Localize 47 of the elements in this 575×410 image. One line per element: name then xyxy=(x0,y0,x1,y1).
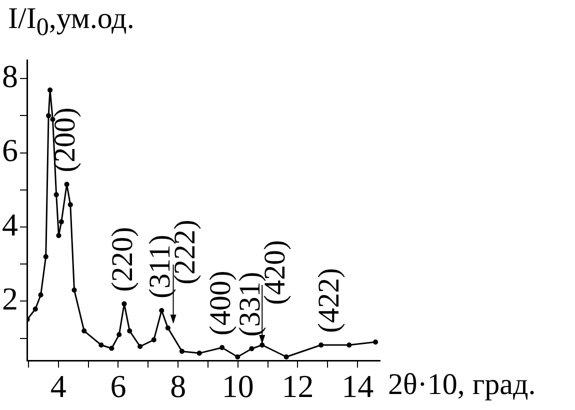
point xyxy=(260,342,265,348)
x-tick-label: 6 xyxy=(110,368,126,404)
y-axis-title: I/I$_{0}$,ум.од. xyxy=(8,2,134,42)
x-axis-title: 2θ·10, град. xyxy=(388,368,536,402)
y-tick-label: 8 xyxy=(2,58,18,94)
annotation: (400) xyxy=(204,270,237,336)
annotation: (200) xyxy=(48,107,82,172)
point xyxy=(179,348,185,354)
point xyxy=(54,192,59,198)
point xyxy=(47,88,53,93)
point xyxy=(116,332,122,338)
point xyxy=(127,328,132,334)
x-tick-label: 10 xyxy=(222,368,254,404)
point xyxy=(58,219,64,224)
point xyxy=(249,346,254,352)
annotation: (422) xyxy=(312,268,346,334)
point xyxy=(64,182,70,187)
point xyxy=(220,345,225,350)
point xyxy=(372,339,378,345)
point xyxy=(138,344,143,350)
point xyxy=(43,254,48,260)
y-tick-label: 2 xyxy=(2,280,18,317)
x-tick-label: 12 xyxy=(282,368,314,404)
point xyxy=(109,346,114,351)
point xyxy=(165,325,170,330)
y-tick-label: 6 xyxy=(2,132,18,168)
point xyxy=(122,301,127,306)
x-tick-label: 4 xyxy=(50,368,66,404)
point xyxy=(98,342,104,348)
point xyxy=(346,342,352,348)
point xyxy=(159,308,164,314)
x-tick-label: 8 xyxy=(170,368,186,404)
point xyxy=(46,113,52,118)
point xyxy=(235,354,240,360)
x-tick-label: 14 xyxy=(342,368,374,404)
y-tick-label: 4 xyxy=(2,206,18,242)
annotation: (220) xyxy=(106,226,140,292)
point xyxy=(82,328,87,334)
point xyxy=(56,232,62,238)
point xyxy=(284,354,289,360)
point xyxy=(32,306,38,312)
point xyxy=(151,337,156,342)
point xyxy=(318,342,324,348)
point xyxy=(38,292,44,298)
point xyxy=(68,202,73,208)
point xyxy=(72,288,77,293)
point xyxy=(196,350,202,356)
